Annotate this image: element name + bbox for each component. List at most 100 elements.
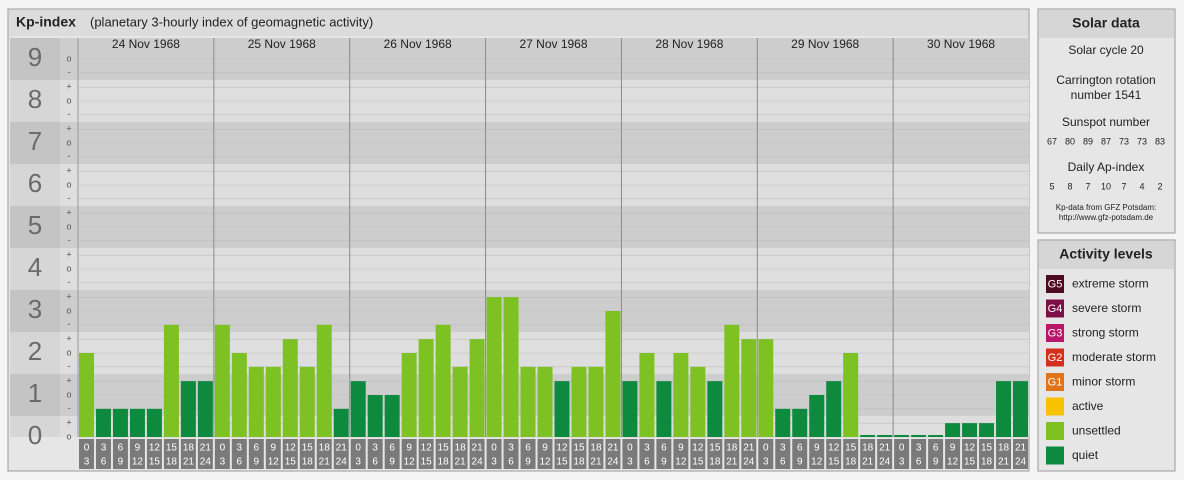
day-label: 30 Nov 1968 bbox=[927, 37, 995, 51]
interval-label: 24 bbox=[472, 457, 484, 468]
interval-label: 12 bbox=[404, 457, 416, 468]
bar bbox=[656, 381, 672, 437]
bar bbox=[911, 435, 927, 437]
interval-label: 15 bbox=[421, 457, 433, 468]
interval-box bbox=[571, 439, 587, 469]
interval-box bbox=[214, 439, 230, 469]
bar bbox=[333, 408, 349, 437]
band-label-bg bbox=[10, 248, 60, 290]
interval-label: 3 bbox=[916, 443, 922, 454]
sunspot: 67 bbox=[1047, 136, 1057, 146]
y-minor-label: + bbox=[66, 250, 71, 260]
interval-label: 3 bbox=[508, 443, 514, 454]
y-minor-label: o bbox=[66, 305, 71, 315]
y-minor-label: - bbox=[68, 67, 71, 77]
interval-box bbox=[299, 439, 315, 469]
y-tick-label: 1 bbox=[28, 378, 42, 408]
interval-label: 24 bbox=[607, 457, 619, 468]
ap-value: 10 bbox=[1101, 181, 1111, 191]
interval-box bbox=[639, 439, 655, 469]
bar bbox=[197, 381, 213, 437]
y-minor-label: - bbox=[68, 235, 71, 245]
interval-label: 21 bbox=[1015, 443, 1027, 454]
interval-box bbox=[928, 439, 944, 469]
y-minor-label: + bbox=[66, 208, 71, 218]
interval-label: 3 bbox=[101, 443, 107, 454]
y-tick-label: 7 bbox=[28, 126, 42, 156]
y-minor-label: o bbox=[66, 431, 71, 441]
bar bbox=[180, 381, 196, 437]
ap-value: 4 bbox=[1139, 181, 1144, 191]
interval-label: 9 bbox=[542, 443, 548, 454]
y-minor-label: o bbox=[66, 137, 71, 147]
interval-box bbox=[231, 439, 247, 469]
interval-label: 24 bbox=[1015, 457, 1027, 468]
chart-subtitle: (planetary 3-hourly index of geomagnetic… bbox=[90, 14, 373, 29]
interval-label: 12 bbox=[132, 457, 144, 468]
solar-header bbox=[1039, 10, 1174, 38]
bar bbox=[894, 435, 910, 437]
legend-label: strong storm bbox=[1072, 326, 1139, 340]
interval-label: 9 bbox=[933, 457, 939, 468]
interval-box bbox=[979, 439, 995, 469]
legend-swatch bbox=[1046, 324, 1064, 342]
interval-label: 6 bbox=[101, 457, 107, 468]
carrington: Carrington rotation bbox=[1056, 73, 1155, 87]
legend-swatch bbox=[1046, 373, 1064, 391]
interval-label: 9 bbox=[118, 457, 124, 468]
legend-swatch bbox=[1046, 299, 1064, 318]
day-label: 25 Nov 1968 bbox=[248, 37, 316, 51]
day-label: 28 Nov 1968 bbox=[655, 37, 723, 51]
interval-box bbox=[588, 439, 604, 469]
legend-label: severe storm bbox=[1072, 301, 1141, 315]
interval-box bbox=[520, 439, 536, 469]
y-minor-label: + bbox=[66, 334, 71, 344]
y-tick-label: 9 bbox=[28, 42, 42, 72]
y-minor-label: + bbox=[66, 292, 71, 302]
bar bbox=[571, 366, 587, 437]
y-minor-label: o bbox=[66, 53, 71, 63]
interval-label: 12 bbox=[828, 443, 840, 454]
legend-label: unsettled bbox=[1072, 424, 1121, 438]
y-minor-label: o bbox=[66, 389, 71, 399]
bar bbox=[316, 324, 332, 437]
legend-code: G4 bbox=[1048, 303, 1063, 315]
interval-label: 0 bbox=[899, 443, 905, 454]
interval-label: 18 bbox=[862, 443, 874, 454]
bar bbox=[673, 353, 689, 437]
bar bbox=[282, 339, 298, 437]
interval-label: 9 bbox=[661, 457, 667, 468]
bar bbox=[299, 366, 315, 437]
interval-label: 9 bbox=[678, 443, 684, 454]
interval-box bbox=[112, 439, 128, 469]
interval-label: 15 bbox=[166, 443, 178, 454]
legend-title: Activity levels bbox=[1059, 246, 1153, 262]
interval-label: 12 bbox=[811, 457, 823, 468]
interval-box bbox=[792, 439, 808, 469]
interval-label: 9 bbox=[254, 457, 260, 468]
band-label-bg bbox=[10, 122, 60, 164]
legend-label: minor storm bbox=[1072, 375, 1135, 389]
interval-box bbox=[486, 439, 502, 469]
y-minor-label: + bbox=[66, 418, 71, 428]
interval-label: 18 bbox=[845, 457, 857, 468]
interval-label: 21 bbox=[336, 443, 348, 454]
bar bbox=[724, 324, 740, 437]
interval-label: 21 bbox=[183, 457, 195, 468]
bar bbox=[401, 353, 417, 437]
interval-label: 15 bbox=[964, 457, 976, 468]
bar bbox=[877, 435, 893, 437]
bar bbox=[435, 324, 451, 437]
interval-label: 6 bbox=[797, 443, 803, 454]
interval-label: 3 bbox=[899, 457, 905, 468]
bar bbox=[962, 423, 978, 437]
ap-value: 5 bbox=[1049, 181, 1054, 191]
interval-box bbox=[79, 439, 94, 469]
interval-label: 6 bbox=[118, 443, 124, 454]
interval-box bbox=[367, 439, 383, 469]
interval-label: 21 bbox=[590, 457, 602, 468]
legend-code: G5 bbox=[1048, 278, 1063, 290]
sunspot: 89 bbox=[1083, 136, 1093, 146]
bar bbox=[129, 408, 145, 437]
